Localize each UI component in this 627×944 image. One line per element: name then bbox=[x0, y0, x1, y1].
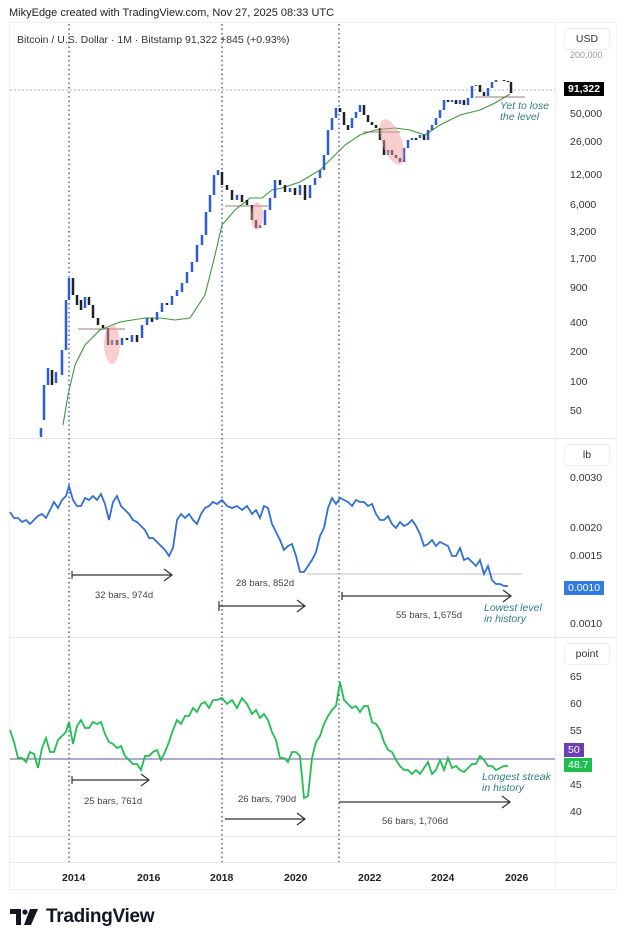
time-tick: 2022 bbox=[358, 872, 382, 884]
price-tick: 400 bbox=[570, 317, 588, 329]
lb-tick: 0.0020 bbox=[570, 522, 603, 534]
point-tick: 60 bbox=[570, 698, 582, 710]
price-tick: 26,000 bbox=[570, 136, 603, 148]
point-tick: 55 bbox=[570, 725, 582, 737]
price-tick: 12,000 bbox=[570, 169, 603, 181]
point-tick: 40 bbox=[570, 806, 582, 818]
price-tick: 50 bbox=[570, 405, 582, 417]
time-tick: 2026 bbox=[505, 872, 529, 884]
measure-label: 25 bars, 761d bbox=[84, 796, 143, 807]
lb-tick: 0.0015 bbox=[570, 550, 603, 562]
price-tick: 50,000 bbox=[570, 108, 603, 120]
price-tick: 1,700 bbox=[570, 253, 597, 265]
price-annotation: Yet to lose the level bbox=[500, 100, 550, 123]
price-tick: 200 bbox=[570, 346, 588, 358]
lb-tick: 0.0010 bbox=[570, 618, 603, 630]
currency-unit-button[interactable]: USD bbox=[564, 28, 610, 50]
lb-line bbox=[9, 482, 508, 587]
pane-divider bbox=[9, 836, 615, 837]
point-tick: 45 bbox=[570, 779, 582, 791]
time-tick: 2020 bbox=[284, 872, 308, 884]
point-tick: 65 bbox=[570, 671, 582, 683]
level-badge: 50 bbox=[564, 743, 584, 757]
price-tick: 900 bbox=[570, 282, 588, 294]
lb-unit-button[interactable]: lb bbox=[564, 444, 610, 466]
point-annotation: Longest streak in history bbox=[482, 771, 551, 794]
cycle-lines bbox=[68, 24, 340, 862]
lb-current-badge: 0.0010 bbox=[564, 581, 605, 595]
lb-tick: 0.0030 bbox=[570, 472, 603, 484]
point-current-badge: 48.7 bbox=[564, 758, 593, 772]
chart-frame bbox=[9, 22, 617, 890]
time-tick: 2014 bbox=[62, 872, 86, 884]
tradingview-logo-icon bbox=[10, 909, 38, 925]
price-tick: 3,200 bbox=[570, 226, 597, 238]
tradingview-logo[interactable]: TradingView bbox=[10, 906, 155, 928]
chart-credit: MikyEdge created with TradingView.com, N… bbox=[9, 7, 335, 19]
point-line bbox=[9, 681, 508, 800]
price-tick: 6,000 bbox=[570, 199, 597, 211]
measure-label: 32 bars, 974d bbox=[95, 590, 154, 601]
lb-annotation: Lowest level in history bbox=[484, 602, 542, 625]
measure-label: 55 bars, 1,675d bbox=[396, 610, 463, 621]
price-tick: 100 bbox=[570, 376, 588, 388]
last-price-badge: 91,322 bbox=[564, 82, 605, 96]
measure-arrows bbox=[71, 568, 512, 826]
pane-divider[interactable] bbox=[9, 438, 615, 439]
measure-label: 56 bars, 1,706d bbox=[382, 816, 449, 827]
pane-divider[interactable] bbox=[9, 637, 615, 638]
price-axis-border bbox=[555, 22, 556, 888]
moving-average-line bbox=[62, 93, 511, 426]
measure-label: 26 bars, 790d bbox=[238, 794, 297, 805]
price-candles bbox=[39, 80, 513, 437]
price-tick: 200,000 bbox=[570, 50, 603, 60]
time-tick: 2024 bbox=[431, 872, 455, 884]
time-tick: 2016 bbox=[137, 872, 161, 884]
point-unit-button[interactable]: point bbox=[564, 643, 610, 665]
time-tick: 2018 bbox=[210, 872, 234, 884]
time-axis-border bbox=[9, 862, 615, 863]
brand-name: TradingView bbox=[46, 906, 155, 927]
measure-label: 28 bars, 852d bbox=[236, 578, 295, 589]
